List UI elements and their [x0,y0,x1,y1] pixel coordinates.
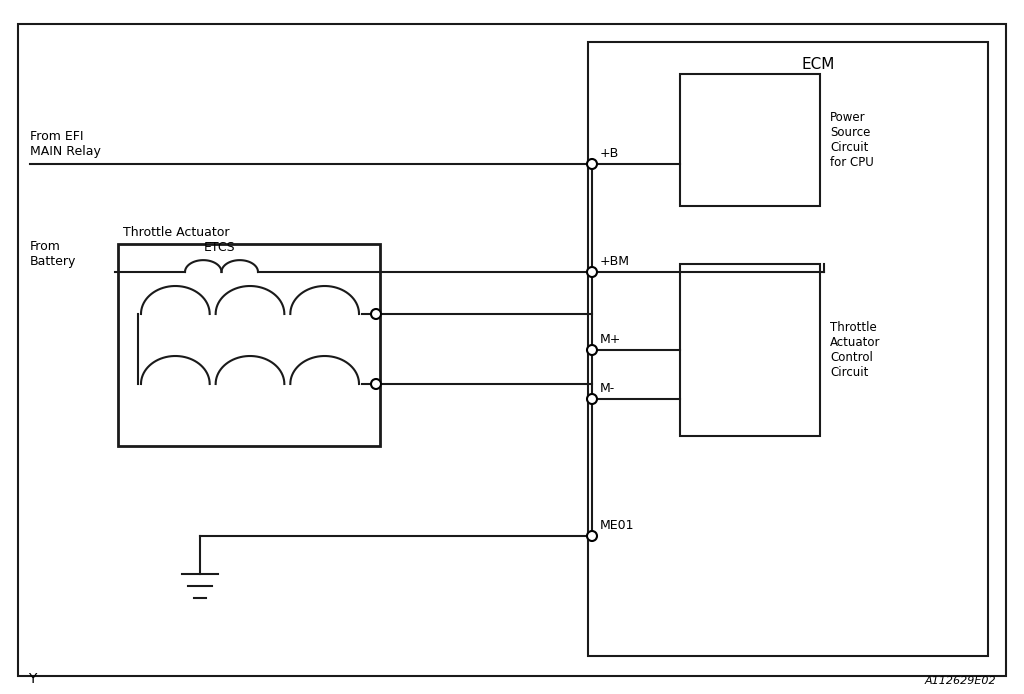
Text: From EFI
MAIN Relay: From EFI MAIN Relay [30,130,101,158]
Text: A112629E02: A112629E02 [925,676,996,686]
Circle shape [371,379,381,389]
Text: ME01: ME01 [600,519,635,532]
Text: M-: M- [600,382,615,395]
Text: Power
Source
Circuit
for CPU: Power Source Circuit for CPU [830,111,873,169]
Bar [680,74,820,206]
Text: Throttle
Actuator
Control
Circuit: Throttle Actuator Control Circuit [830,321,881,379]
Circle shape [587,345,597,355]
Text: ECM: ECM [802,56,835,71]
Text: +B: +B [600,147,620,160]
Text: M+: M+ [600,333,622,346]
Bar [588,42,988,656]
Text: From
Battery: From Battery [30,240,77,268]
Circle shape [371,309,381,319]
Text: Throttle Actuator: Throttle Actuator [123,226,229,239]
Text: Y: Y [28,672,37,686]
Circle shape [587,267,597,277]
Circle shape [587,531,597,541]
Text: +BM: +BM [600,255,630,268]
Circle shape [587,159,597,169]
Bar [680,264,820,436]
Text: ETCS: ETCS [204,241,236,254]
Bar [118,244,380,446]
Circle shape [587,394,597,404]
